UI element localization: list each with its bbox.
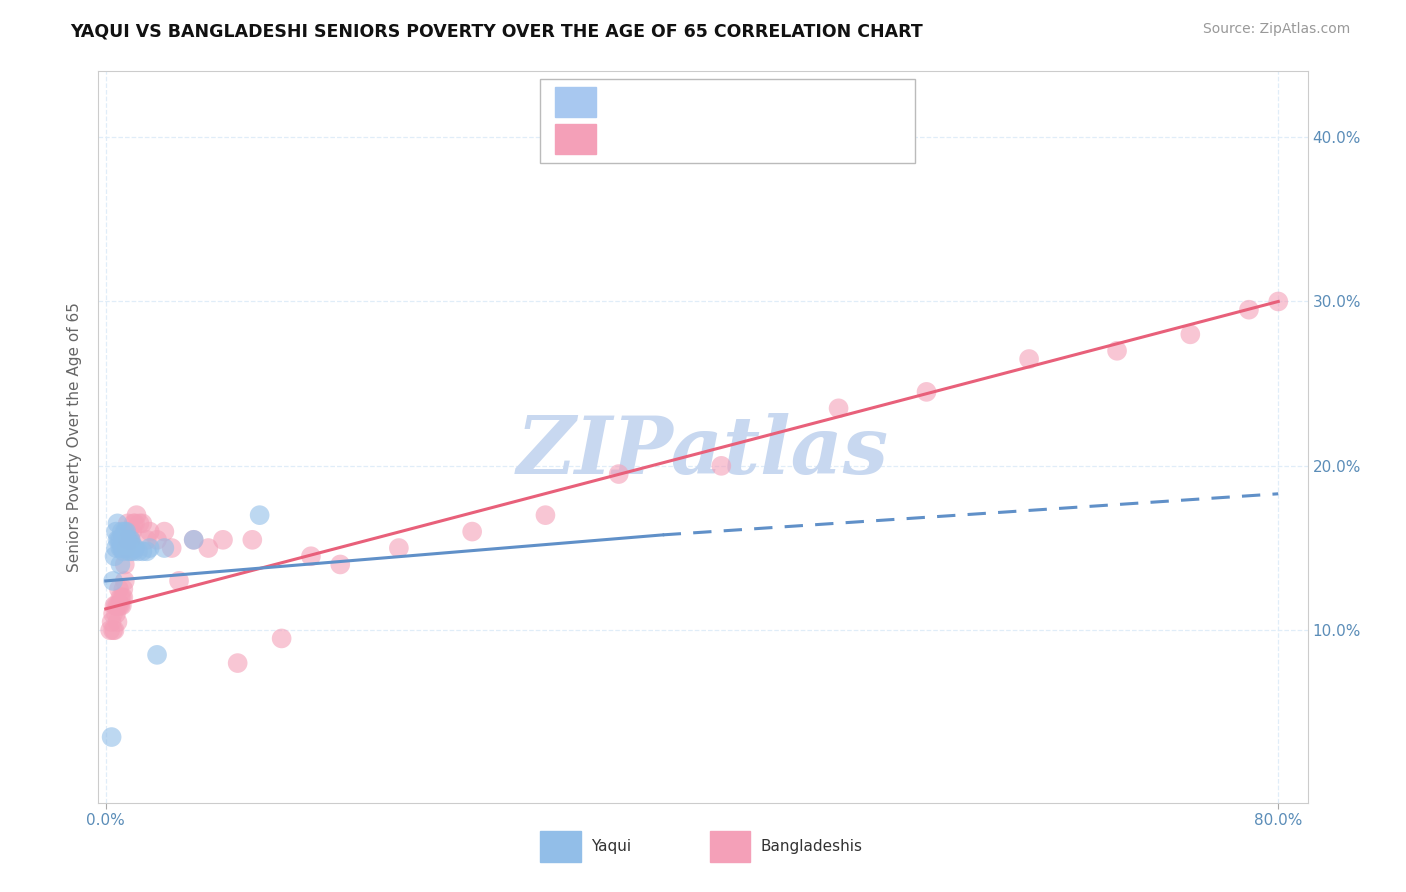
Point [112,533,135,547]
Point [138,541,160,555]
Point [270,632,292,646]
Point [101,574,124,588]
Point [105,524,128,539]
Point [103,549,125,564]
Point [183,533,205,547]
Point [111,591,134,605]
Point [197,541,219,555]
Point [100,615,122,629]
Point [107,516,129,531]
Point [131,516,153,531]
Point [115,541,138,555]
Point [710,458,733,473]
Text: ZIPatlas: ZIPatlas [517,413,889,491]
Text: YAQUI VS BANGLADESHI SENIORS POVERTY OVER THE AGE OF 65 CORRELATION CHART: YAQUI VS BANGLADESHI SENIORS POVERTY OVE… [70,22,924,40]
Point [1267,294,1289,309]
Point [120,533,142,547]
Point [1180,327,1202,342]
Point [146,533,169,547]
Point [121,538,143,552]
Point [105,599,128,613]
Point [128,516,150,531]
Point [105,541,128,555]
Point [98,624,121,638]
Point [110,541,132,555]
Point [212,533,235,547]
Point [111,524,134,539]
Point [135,533,157,547]
Y-axis label: Seniors Poverty Over the Age of 65: Seniors Poverty Over the Age of 65 [67,302,83,572]
Point [226,656,249,670]
Point [111,599,134,613]
Point [110,533,132,547]
Point [110,558,132,572]
Point [249,508,271,523]
Point [101,624,124,638]
Point [1018,351,1040,366]
Point [115,524,138,539]
Point [240,533,263,547]
Point [111,541,134,555]
Point [114,574,136,588]
Point [124,541,146,555]
Point [122,516,145,531]
Point [127,544,149,558]
Point [827,401,849,416]
Point [100,730,122,744]
Point [101,607,124,621]
Point [135,544,157,558]
Point [107,599,129,613]
Point [112,544,135,558]
Text: Source: ZipAtlas.com: Source: ZipAtlas.com [1202,22,1350,37]
Point [122,544,145,558]
Point [118,524,141,539]
Point [108,582,131,596]
Point [103,624,125,638]
Point [117,516,139,531]
Point [167,574,190,588]
Point [160,541,183,555]
Point [124,516,146,531]
Point [118,544,141,558]
Point [112,582,135,596]
Point [329,558,352,572]
Point [103,599,125,613]
Point [108,533,131,547]
Point [146,648,169,662]
Point [117,541,139,555]
Point [115,541,138,555]
Point [112,591,135,605]
Point [607,467,630,481]
Point [121,524,143,539]
Point [299,549,322,564]
Point [114,558,136,572]
Point [138,524,160,539]
Point [115,533,138,547]
Point [105,607,128,621]
Point [131,544,153,558]
Point [125,508,148,523]
Point [118,533,141,547]
Point [120,533,142,547]
Point [117,533,139,547]
Point [120,544,142,558]
Point [114,533,136,547]
Point [388,541,411,555]
Point [110,599,132,613]
Point [461,524,484,539]
Point [107,533,129,547]
Point [108,599,131,613]
Point [114,524,136,539]
Point [1237,302,1260,317]
Point [107,615,129,629]
Point [183,533,205,547]
Point [110,591,132,605]
Point [534,508,557,523]
Point [915,384,938,399]
Point [153,524,176,539]
Point [153,541,176,555]
Point [1105,343,1128,358]
Point [117,533,139,547]
